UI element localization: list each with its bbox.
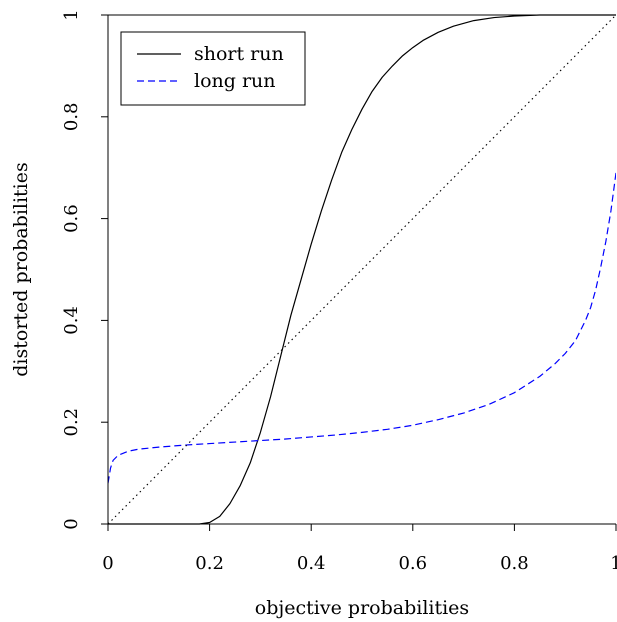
y-tick-label: 0.6 xyxy=(61,204,82,233)
x-axis-title: objective probabilities xyxy=(255,597,469,619)
legend-box xyxy=(120,31,306,106)
y-axis-title: distorted probabilities xyxy=(10,162,32,377)
y-tick-label: 0.2 xyxy=(61,408,82,437)
y-tick-label: 0 xyxy=(61,518,82,529)
legend: short run long run xyxy=(120,31,306,106)
series-line-short-run xyxy=(108,14,616,525)
x-tick-label: 0 xyxy=(102,553,113,574)
x-tick-label: 0.4 xyxy=(297,553,326,574)
series-layer xyxy=(108,14,616,525)
series-line-long-run xyxy=(108,172,616,484)
x-tick-label: 0.8 xyxy=(500,553,529,574)
x-tick-label: 1 xyxy=(610,553,617,574)
legend-label: short run xyxy=(194,43,284,65)
x-tick-label: 0.6 xyxy=(398,553,427,574)
y-tick-label: 0.8 xyxy=(61,102,82,131)
axes-layer: 0 0.2 0.4 0.6 0.8 1 0 0.2 0.4 0.6 0.8 1 xyxy=(61,9,617,574)
y-tick-label: 0.4 xyxy=(61,306,82,335)
y-tick-label: 1 xyxy=(61,9,82,20)
x-tick-label: 0.2 xyxy=(195,553,224,574)
legend-label: long run xyxy=(194,70,276,92)
